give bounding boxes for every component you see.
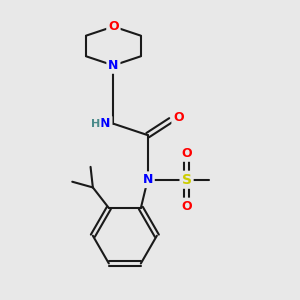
Text: O: O: [108, 20, 119, 33]
Text: N: N: [142, 173, 153, 186]
Text: O: O: [181, 147, 192, 160]
Text: O: O: [181, 200, 192, 212]
Text: S: S: [182, 173, 192, 187]
Text: N: N: [100, 117, 111, 130]
Text: O: O: [173, 112, 184, 124]
Text: H: H: [91, 119, 100, 129]
Text: N: N: [108, 59, 118, 72]
